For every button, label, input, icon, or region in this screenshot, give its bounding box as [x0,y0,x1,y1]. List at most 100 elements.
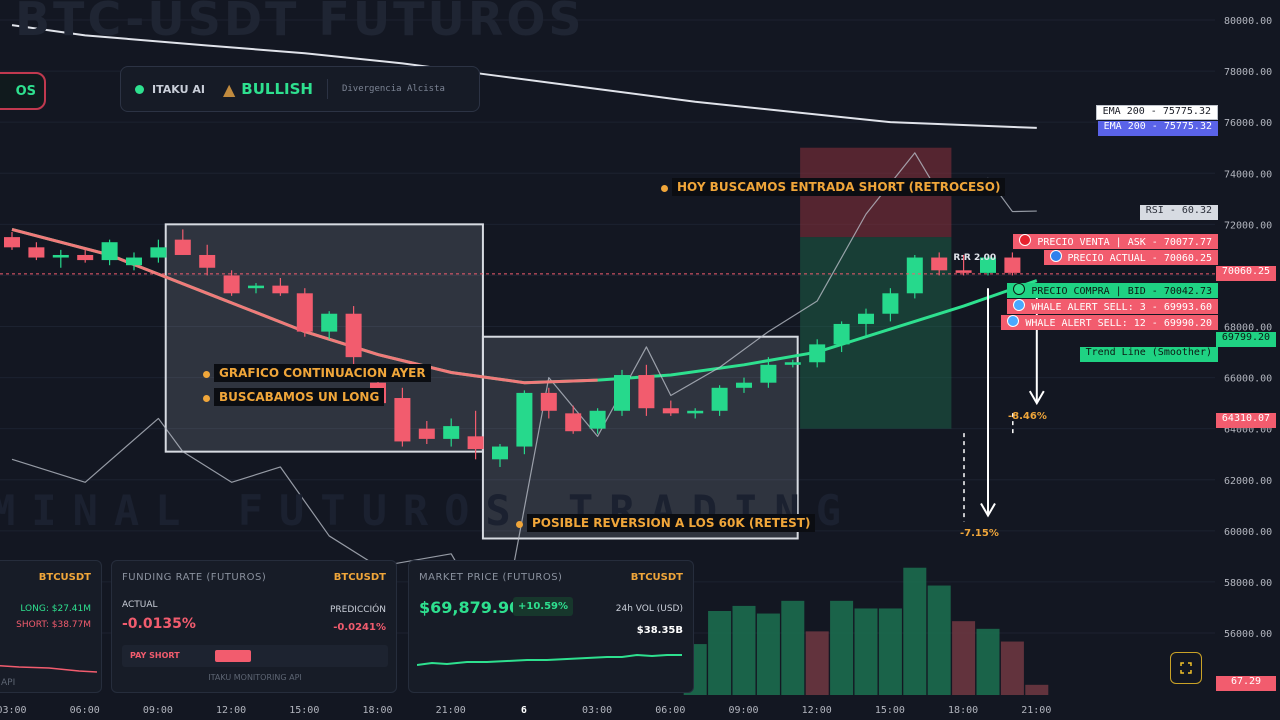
ai-signal: BULLISH [241,80,313,98]
series-ema-200 [11,24,1037,129]
candle [980,257,996,273]
annotation-dot-icon [203,371,210,378]
market-price: $69,879.90 [419,598,521,617]
projection-arrowhead [1028,390,1045,406]
y-tick-label: 72000.00 [1224,220,1272,231]
whale-icon [1007,315,1020,327]
bull-icon: ▲ [222,79,236,99]
volume-bar [1000,641,1024,695]
bid-text: PRECIO COMPRA | BID - 70042.73 [1031,286,1212,297]
actual-label: PRECIO ACTUAL - 70060.25 [1043,250,1218,265]
volume-bar [708,611,732,695]
candle [345,313,362,358]
candle [248,285,264,289]
candle [565,413,582,432]
projection-label-a: -8.46% [1008,411,1047,422]
volume-bar [878,608,902,695]
candle [28,247,45,258]
ls-footer: API [1,678,16,688]
volume-bar [781,600,805,695]
whale-alert-1: WHALE ALERT SELL: 3 - 69993.60 [1007,299,1218,314]
axis-label-current: 70060.25 [1216,266,1276,281]
ls-symbol: BTCUSDT [38,572,91,583]
x-tick-label: 6 [521,705,527,716]
annotation-continuation: GRAFICO CONTINUACION AYER [214,364,431,382]
projection-label-b: -7.15% [960,528,999,539]
funding-actual: -0.0135% [122,616,196,632]
volume-bar [830,600,854,695]
ls-sparkline [0,664,98,673]
market-vol: $38.35B [636,625,683,636]
axis-label-low: 64310.07 [1216,413,1276,428]
whale-alert-2: WHALE ALERT SELL: 12 - 69990.20 [1001,315,1218,330]
market-title: MARKET PRICE (FUTUROS) [419,572,563,583]
status-dot-icon [135,84,144,94]
funding-bar-fill [215,650,251,662]
candle [467,436,484,450]
candle [858,313,874,324]
y-tick-label: 62000.00 [1224,476,1272,487]
ask-text: PRECIO VENTA | ASK - 70077.77 [1037,237,1212,248]
candle [150,247,167,258]
candle [516,392,533,447]
candle [394,398,411,442]
x-tick-label: 12:00 [216,705,246,716]
market-vol-label: 24h VOL (USD) [615,604,683,614]
funding-pred-label: PREDICCIÓN [330,605,386,615]
annotation-long: BUSCABAMOS UN LONG [214,388,385,406]
watermark-title: BTC-USDT FUTUROS [15,0,585,46]
axis-label-trend: 69799.20 [1216,332,1276,347]
axis-label-volume: 67.29 [1216,676,1276,691]
bid-label: PRECIO COMPRA | BID - 70042.73 [1007,283,1218,298]
ai-note: Divergencia Alcista [341,84,445,94]
candle [955,270,972,273]
candle [638,375,655,409]
candle [296,293,313,332]
ask-label: PRECIO VENTA | ASK - 70077.77 [1013,234,1218,249]
x-tick-label: 09:00 [143,705,173,716]
funding-footer: ITAKU MONITORING API [208,673,302,682]
annotation-dot-icon [516,521,523,528]
ls-long: LONG: $27.41M [20,604,91,614]
candle [126,257,142,266]
volume-bar [805,631,829,695]
x-tick-label: 03:00 [582,705,612,716]
candle [662,408,679,414]
x-tick-label: 21:00 [1021,705,1051,716]
candle [199,254,216,268]
market-change: +10.59% [513,597,574,616]
ema-label: EMA 200 - 75775.32 [1095,105,1218,120]
funding-symbol: BTCUSDT [333,572,386,583]
candle [101,242,118,261]
x-tick-label: 12:00 [802,705,832,716]
funding-actual-label: ACTUAL [122,600,158,610]
candle [760,364,777,383]
candle [736,382,752,388]
candle [540,392,557,411]
x-tick-label: 21:00 [436,705,466,716]
volume-bar [952,621,976,695]
mode-pill[interactable]: OS [0,72,46,110]
annotation-short-entry: HOY BUSCAMOS ENTRADA SHORT (RETROCESO) [672,178,1006,196]
volume-bar [927,585,951,695]
series-rsi [11,152,1037,639]
rsi-label: RSI - 60.32 [1139,205,1218,220]
whale-icon [1013,299,1026,311]
y-tick-label: 78000.00 [1224,67,1272,78]
x-tick-label: 09:00 [728,705,758,716]
bid-dot-icon [1013,283,1026,295]
candle [321,313,338,332]
y-tick-label: 64000.00 [1224,425,1272,436]
actual-dot-icon [1049,250,1062,262]
ema-label-alt: EMA 200 - 75775.32 [1097,121,1218,136]
divider [326,79,328,99]
x-tick-label: 06:00 [655,705,685,716]
actual-text: PRECIO ACTUAL - 70060.25 [1067,253,1213,264]
market-price-card: MARKET PRICE (FUTUROS) BTCUSDT $69,879.9… [408,560,694,693]
candle [589,410,606,429]
candle [809,344,826,363]
ai-signal-panel: ITAKU AI ▲ BULLISH Divergencia Alcista [120,66,480,112]
market-sparkline [417,653,682,666]
volume-bar [756,613,780,695]
fullscreen-button[interactable] [1170,652,1202,684]
